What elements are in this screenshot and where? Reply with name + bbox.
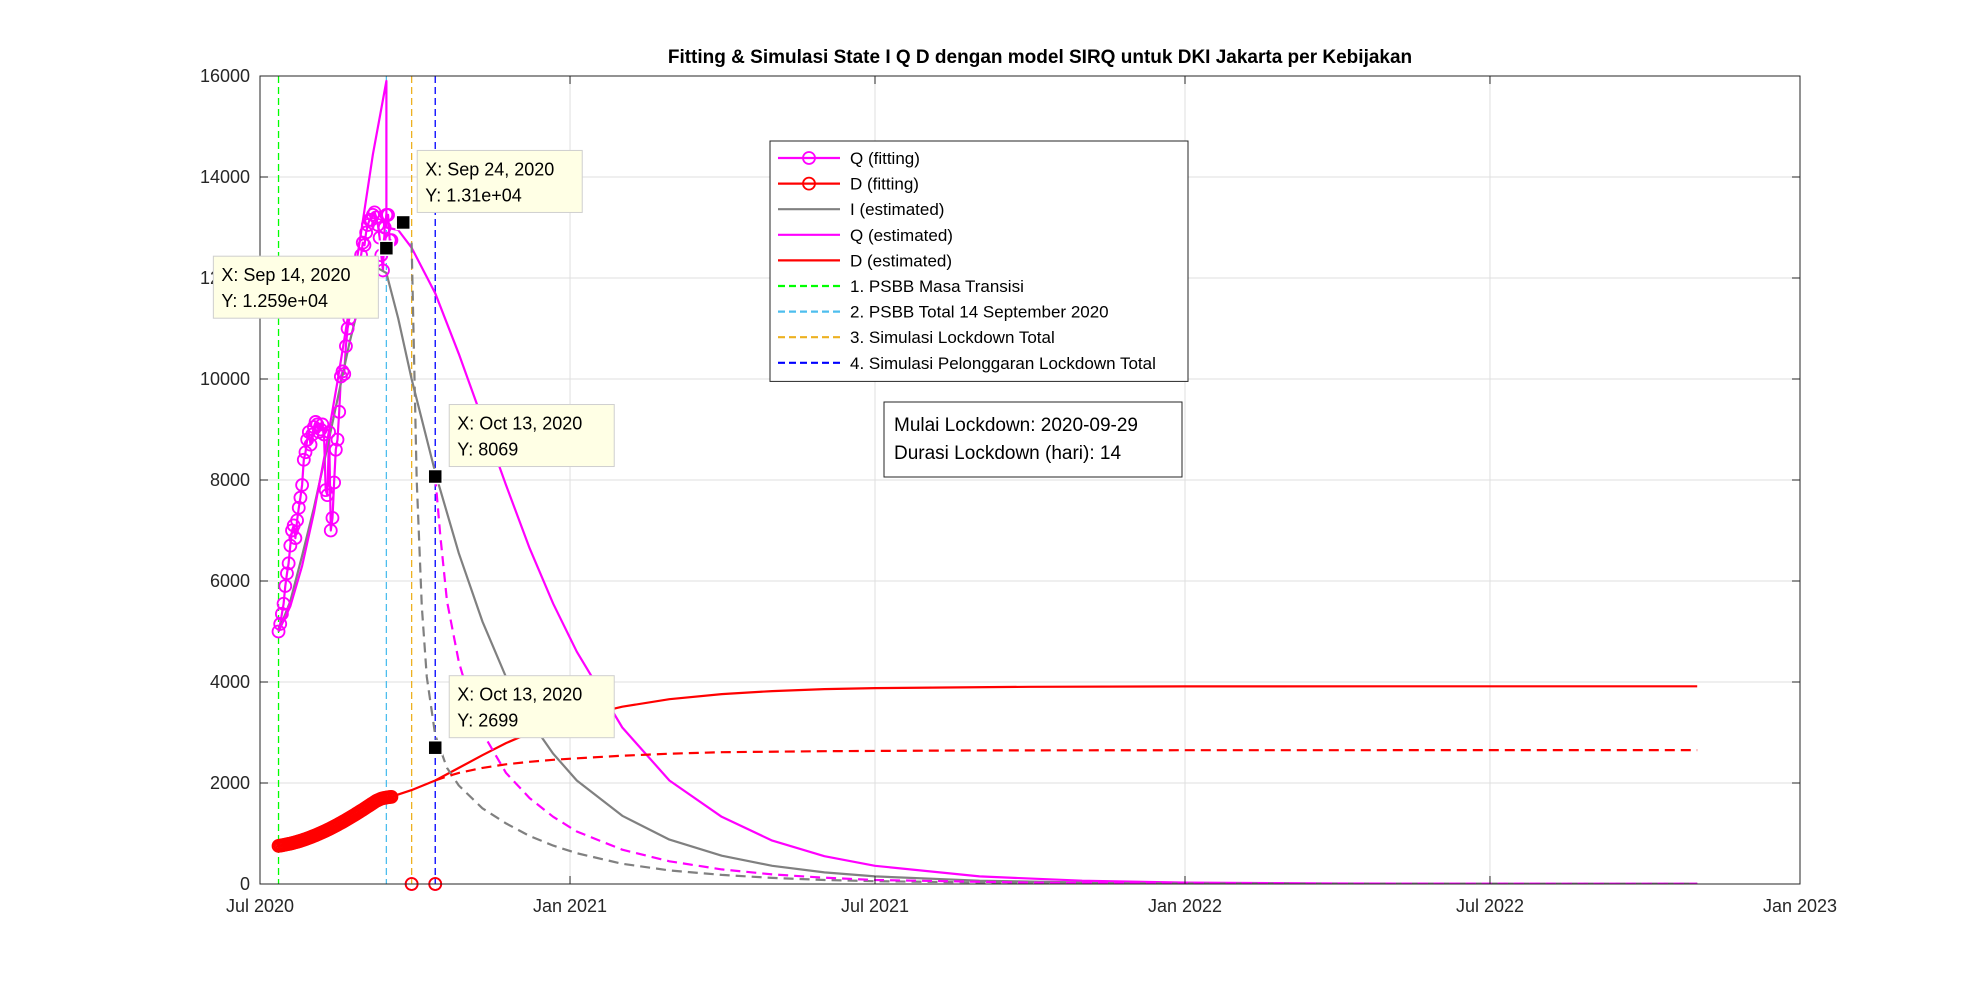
- series-marker: [281, 556, 296, 571]
- series-marker: [322, 425, 336, 439]
- series-marker: [339, 339, 353, 354]
- x-tick-label: Jul 2021: [841, 896, 909, 916]
- datatip-marker: [427, 468, 443, 485]
- legend-label: 4. Simulasi Pelonggaran Lockdown Total: [850, 354, 1156, 373]
- series-marker: [288, 531, 303, 545]
- y-tick-label: 6000: [210, 571, 250, 591]
- legend-marker: [802, 176, 816, 191]
- legend-label: I (estimated): [850, 200, 944, 219]
- x-tick-label: Jan 2022: [1148, 896, 1222, 916]
- lockdown-annotation: Mulai Lockdown: 2020-09-29 Durasi Lockdow…: [883, 401, 1183, 478]
- series-marker: [381, 207, 395, 222]
- y-tick-label: 8000: [210, 470, 250, 490]
- datatip-marker: [378, 240, 395, 256]
- series-line: [434, 748, 1698, 782]
- y-tick-label: 14000: [200, 167, 250, 187]
- x-tick-label: Jul 2020: [226, 896, 294, 916]
- legend-label: 2. PSBB Total 14 September 2020: [850, 303, 1109, 322]
- legend-marker: [802, 151, 816, 165]
- datatip-x-text: X: Sep 24, 2020: [425, 159, 554, 179]
- datatip-y-text: Y: 8069: [457, 440, 518, 460]
- series-marker: [320, 488, 335, 503]
- series-marker: [359, 225, 374, 240]
- annotation-line1: Mulai Lockdown: 2020-09-29: [894, 415, 1138, 436]
- datatip-y-text: Y: 2699: [457, 711, 518, 731]
- series-marker: [273, 617, 288, 631]
- series-marker: [330, 432, 345, 447]
- legend: Q (fitting) D (fitting) I (estimated) Q (es…: [769, 140, 1189, 382]
- datatip-box: [448, 675, 615, 739]
- series-marker: [340, 321, 355, 336]
- datatip-box: [416, 149, 583, 213]
- annotation-box: [883, 401, 1183, 478]
- series-marker: [328, 442, 343, 457]
- legend-label: 3. Simulasi Lockdown Total: [850, 328, 1055, 347]
- series-marker: [280, 566, 294, 581]
- legend-label: Q (estimated): [850, 226, 953, 245]
- plot-area: Jul 2020 Jan 2021 Jul 2021 Jan 2022 Jul 2022…: [200, 66, 1837, 916]
- y-tick-label: 4000: [210, 672, 250, 692]
- series-marker: [335, 364, 350, 379]
- annotation-line2: Durasi Lockdown (hari): 14: [894, 443, 1121, 464]
- datatip-marker: [395, 214, 411, 231]
- legend-label: D (fitting): [850, 175, 919, 194]
- datatip-x-text: X: Oct 13, 2020: [457, 414, 582, 434]
- datatip: X: Oct 13, 2020 Y: 2699: [427, 675, 615, 756]
- series-marker: [296, 452, 311, 467]
- datatip: X: Oct 13, 2020 Y: 8069: [427, 404, 615, 485]
- datatip-x-text: X: Sep 14, 2020: [221, 265, 350, 285]
- datatip-box: [448, 404, 615, 468]
- y-tick-label: 10000: [200, 369, 250, 389]
- x-tick-label: Jan 2021: [533, 896, 607, 916]
- series-marker: [276, 596, 291, 611]
- legend-label: 1. PSBB Masa Transisi: [850, 277, 1024, 296]
- legend-label: D (estimated): [850, 251, 952, 270]
- series-marker: [325, 510, 340, 525]
- series-marker: [315, 417, 330, 432]
- y-tick-label: 0: [240, 874, 250, 894]
- y-tick-label: 2000: [210, 773, 250, 793]
- datatip: X: Sep 14, 2020 Y: 1.259e+04: [212, 240, 395, 319]
- chart-title: Fitting & Simulasi State I Q D dengan mo…: [668, 47, 1412, 68]
- series-marker: [332, 404, 347, 419]
- series-marker: [295, 478, 310, 492]
- series-marker: [327, 475, 342, 490]
- datatip-marker: [427, 739, 443, 756]
- x-tick-label: Jan 2023: [1763, 896, 1837, 916]
- series-marker: [384, 789, 399, 804]
- y-tick-label: 16000: [200, 66, 250, 86]
- datatip-box: [212, 255, 379, 319]
- series-line: [410, 242, 1698, 884]
- series-marker: [337, 367, 352, 381]
- datatip-y-text: Y: 1.259e+04: [221, 291, 328, 311]
- legend-label: Q (fitting): [850, 149, 920, 168]
- datatip-y-text: Y: 1.31e+04: [425, 185, 522, 205]
- datatip: X: Sep 24, 2020 Y: 1.31e+04: [395, 149, 583, 231]
- series-marker: [303, 437, 318, 452]
- series-marker: [291, 500, 306, 515]
- series-marker: [275, 606, 289, 621]
- datatip-x-text: X: Oct 13, 2020: [457, 685, 582, 705]
- x-tick-label: Jul 2022: [1456, 896, 1524, 916]
- series-marker: [271, 624, 286, 639]
